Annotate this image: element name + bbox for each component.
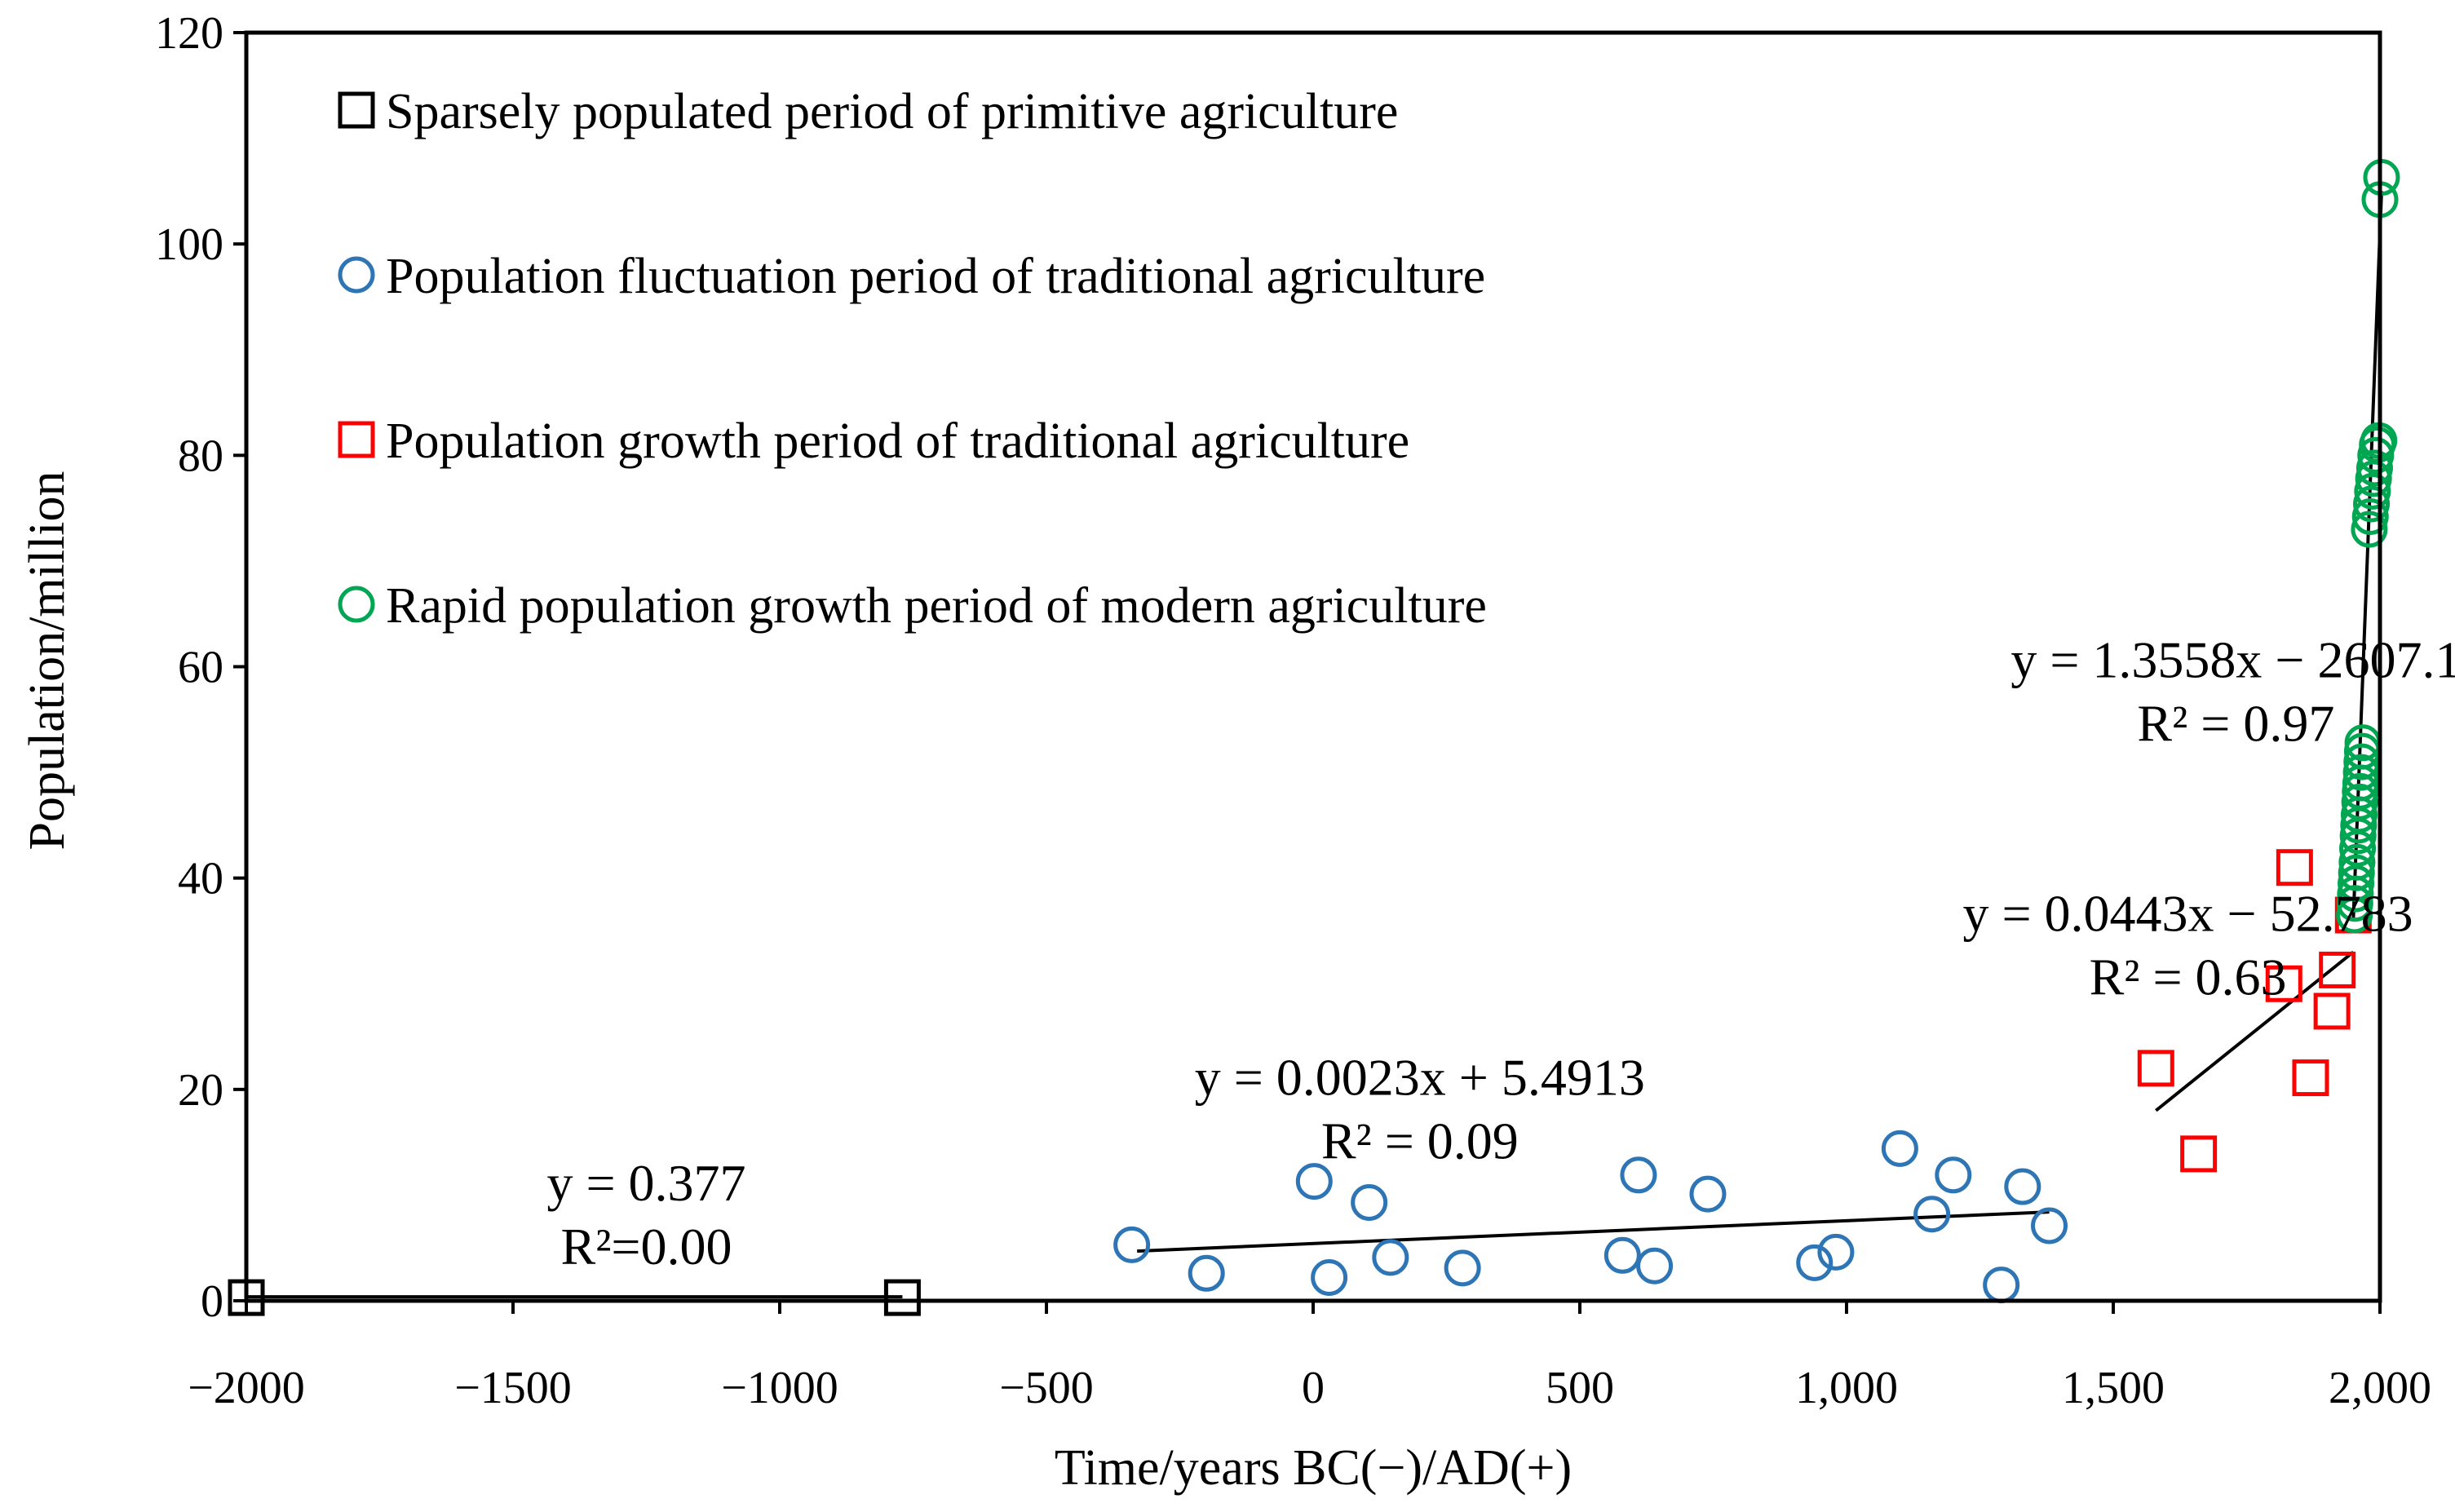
- x-tick-label: −2000: [188, 1363, 305, 1413]
- equation-label: y = 1.3558x − 2607.1: [2010, 630, 2455, 688]
- data-point-series-4: [2341, 783, 2378, 820]
- y-tick-label: 60: [178, 643, 223, 693]
- x-axis-title: Time/years BC(−)/AD(+): [1055, 1440, 1572, 1496]
- data-point-series-2: [2004, 1168, 2041, 1205]
- r-squared-label: R² = 0.09: [1321, 1112, 1519, 1169]
- y-tick-label: 100: [155, 219, 223, 270]
- legend-marker-2: [338, 256, 375, 294]
- data-point-series-2: [1620, 1156, 1657, 1194]
- data-point-series-1: [883, 1279, 921, 1316]
- annotation-group: y = 0.377 R²=0.00 y = 0.0023x + 5.4913 R² =…: [546, 630, 2455, 1275]
- r-squared-label: R² = 0.97: [2137, 694, 2334, 752]
- equation-label: y = 0.0443x − 52.783: [1962, 884, 2413, 942]
- x-tick-label: −1500: [454, 1363, 572, 1413]
- data-point-series-2: [1295, 1163, 1333, 1200]
- x-tick-label: 0: [1302, 1363, 1325, 1413]
- data-point-series-4: [2351, 497, 2389, 535]
- data-point-series-4: [2338, 864, 2375, 902]
- legend-marker-4: [338, 586, 375, 623]
- data-point-series-2: [1603, 1236, 1641, 1274]
- y-tick-label: 20: [178, 1065, 223, 1116]
- data-point-series-4: [2353, 485, 2391, 523]
- r-squared-label: R² = 0.63: [2090, 948, 2287, 1006]
- data-point-series-2: [1796, 1244, 1834, 1281]
- equation-label: y = 0.0023x + 5.4913: [1195, 1048, 1645, 1106]
- r-squared-label: R²=0.00: [561, 1218, 732, 1275]
- y-tick-label: 40: [178, 854, 223, 904]
- data-point-series-3: [2319, 951, 2356, 988]
- legend-marker-3: [338, 421, 375, 458]
- legend: Sparsely populated period of primitive a…: [338, 84, 1487, 634]
- data-point-series-4: [2338, 843, 2376, 881]
- data-point-series-2: [1113, 1226, 1151, 1263]
- data-point-series-3: [2137, 1050, 2174, 1087]
- x-tick-label: 1,000: [1795, 1363, 1898, 1413]
- trendline: [1137, 1210, 2050, 1253]
- x-tick-label: 500: [1546, 1363, 1614, 1413]
- data-point-series-2: [1311, 1258, 1348, 1296]
- y-tick-label: 0: [201, 1276, 223, 1327]
- legend-label-4: Rapid population growth period of modern…: [386, 578, 1487, 634]
- x-tick-label: 2,000: [2329, 1363, 2431, 1413]
- data-point-series-3: [2180, 1135, 2218, 1173]
- x-tick-label: −1000: [721, 1363, 838, 1413]
- data-point-series-2: [1372, 1239, 1409, 1276]
- data-point-series-4: [2355, 449, 2393, 487]
- data-point-series-3: [2265, 965, 2302, 1002]
- data-point-series-4: [2342, 754, 2380, 791]
- data-point-series-2: [1444, 1249, 1481, 1287]
- legend-marker-1: [338, 91, 375, 129]
- y-axis-title: Population/million: [20, 471, 75, 850]
- data-point-series-4: [2351, 511, 2388, 548]
- data-point-series-2: [1935, 1156, 1972, 1194]
- x-tick-label: 1,500: [2062, 1363, 2165, 1413]
- x-tick-label: −500: [999, 1363, 1094, 1413]
- data-point-series-3: [2313, 993, 2351, 1030]
- legend-label-1: Sparsely populated period of primitive a…: [386, 84, 1398, 139]
- data-point-series-2: [1881, 1130, 1918, 1167]
- data-points-group: [228, 159, 2400, 1316]
- data-point-series-2: [1351, 1183, 1388, 1221]
- data-point-series-2: [1913, 1196, 1951, 1233]
- data-point-series-2: [1188, 1254, 1225, 1292]
- y-tick-label: 80: [178, 431, 223, 481]
- data-point-series-4: [2338, 854, 2375, 891]
- legend-label-2: Population fluctuation period of traditi…: [386, 249, 1485, 304]
- data-point-series-3: [2276, 849, 2313, 886]
- data-point-series-2: [1817, 1233, 1855, 1271]
- data-point-series-3: [2292, 1059, 2329, 1097]
- data-point-series-2: [2031, 1207, 2068, 1245]
- y-tick-label: 120: [155, 8, 223, 59]
- data-point-series-2: [1689, 1175, 1727, 1213]
- legend-label-3: Population growth period of traditional …: [386, 413, 1409, 469]
- equation-label: y = 0.377: [546, 1154, 745, 1212]
- data-point-series-2: [1636, 1247, 1674, 1284]
- data-point-series-4: [2354, 472, 2391, 510]
- ticks-group: −2000 −1500 −1000 −500 0 500 1,000 1,500 2,000 0 2…: [155, 8, 2431, 1413]
